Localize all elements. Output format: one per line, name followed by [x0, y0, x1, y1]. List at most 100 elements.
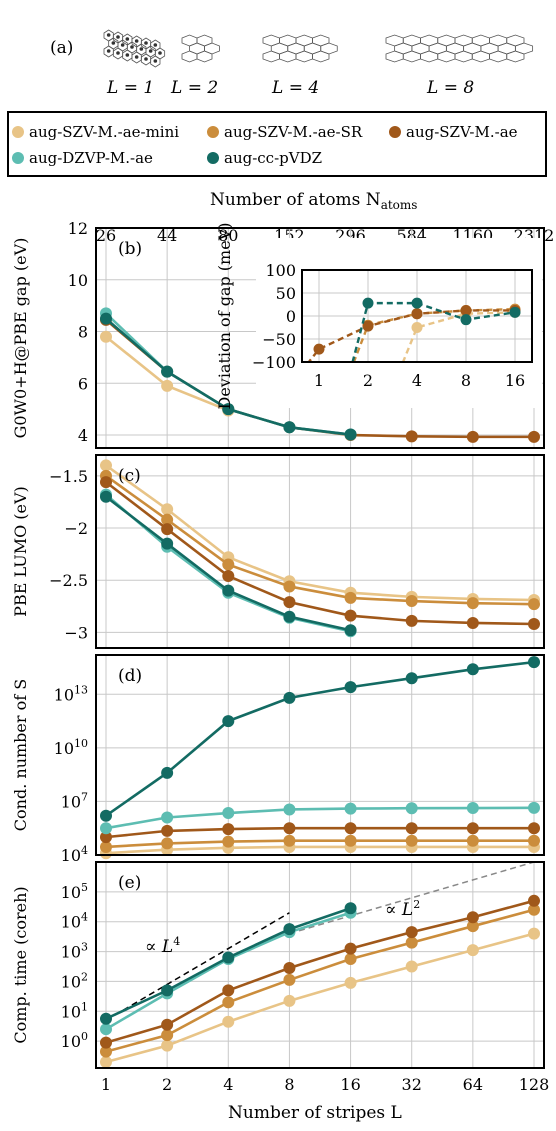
top-axis-title: Number of atoms Natoms — [210, 190, 417, 212]
y-tick-label: 1013 — [54, 683, 88, 704]
atom — [148, 49, 153, 53]
x-tick-label: 2 — [162, 1075, 172, 1094]
y-axis-label: Comp. time (coreh) — [11, 886, 30, 1043]
series-line-aug-szv-m-ae — [105, 481, 535, 626]
x-tick-label: 16 — [340, 1075, 360, 1094]
data-point-aug-szv-m-ae — [283, 822, 296, 835]
data-point-aug-szv-m-ae — [405, 430, 418, 443]
y-tick-label: 4 — [78, 426, 88, 445]
y-tick-label: −3 — [64, 623, 88, 642]
data-point-aug-szv-m-ae-mini — [344, 976, 357, 989]
data-point-aug-szv-m-ae-sr — [222, 835, 235, 848]
atom — [125, 53, 130, 57]
data-point-aug-cc-pvdz — [161, 766, 174, 779]
inset-point-aug-cc-pvdz — [509, 306, 521, 318]
atom — [106, 49, 111, 53]
hexagon — [303, 42, 322, 55]
hexagon — [320, 42, 338, 55]
data-point-aug-szv-m-ae-sr — [283, 580, 296, 593]
data-point-aug-cc-pvdz — [100, 809, 112, 822]
panel-frame — [95, 861, 545, 1069]
legend-marker-aug-dzvp-m-ae — [12, 152, 24, 164]
data-point-aug-szv-m-ae — [405, 822, 418, 835]
data-point-aug-szv-m-ae — [466, 822, 479, 835]
data-point-aug-cc-pvdz — [344, 902, 357, 915]
legend-marker-aug-szv-m-ae-sr — [207, 126, 219, 138]
data-point-aug-szv-m-ae — [100, 1036, 112, 1049]
molecule-label-1: L = 1 — [106, 78, 154, 98]
inset-point-aug-szv-m-ae — [460, 304, 472, 316]
data-point-aug-szv-m-ae-sr — [344, 953, 357, 966]
y-tick-label: 104 — [61, 911, 88, 932]
panel-label: (e) — [118, 873, 141, 893]
guide-label: ∝ L4 — [145, 935, 180, 957]
hexagon — [402, 34, 421, 47]
data-point-aug-szv-m-ae-mini — [466, 944, 479, 957]
data-point-aug-cc-pvdz — [161, 984, 174, 997]
data-point-aug-szv-m-ae — [405, 926, 418, 939]
hexagon — [402, 50, 421, 63]
data-point-aug-szv-m-ae-mini — [161, 1039, 174, 1052]
molecule-label-2: L = 2 — [170, 78, 218, 98]
y-tick-label: 102 — [61, 970, 88, 991]
data-point-aug-szv-m-ae — [344, 942, 357, 955]
series-line-aug-cc-pvdz — [105, 660, 535, 817]
hexagon — [514, 42, 534, 55]
hexagon — [471, 50, 490, 63]
y-tick-label: 6 — [78, 374, 88, 393]
inset-point-aug-szv-m-ae — [411, 308, 423, 320]
inset-point-aug-cc-pvdz — [362, 297, 374, 309]
data-point-aug-szv-m-ae-sr — [528, 903, 540, 916]
panel-label: (d) — [118, 666, 142, 686]
data-point-aug-szv-m-ae — [161, 824, 174, 837]
atom — [111, 41, 116, 45]
hexagon — [287, 42, 305, 55]
hexagon — [454, 34, 473, 47]
data-point-aug-szv-m-ae — [344, 609, 357, 622]
data-point-aug-szv-m-ae-sr — [283, 834, 296, 847]
data-point-aug-szv-m-ae-sr — [100, 840, 112, 853]
data-point-aug-szv-m-ae — [344, 822, 357, 835]
data-point-aug-cc-pvdz — [222, 951, 235, 964]
inset-line-aug-szv-m-ae-mini — [401, 311, 516, 362]
y-tick-label: −1.5 — [49, 467, 88, 486]
hexagon — [445, 42, 465, 55]
inset-y-tick-label: −50 — [262, 330, 296, 349]
data-point-aug-szv-m-ae-mini — [405, 960, 418, 973]
atom — [116, 51, 120, 55]
legend-marker-aug-cc-pvdz — [207, 152, 219, 164]
inset-point-aug-cc-pvdz — [460, 314, 472, 326]
atom — [125, 37, 130, 41]
data-point-aug-dzvp-m-ae — [222, 807, 235, 820]
series-line-aug-szv-m-ae-sr — [105, 839, 534, 849]
y-axis-label: Cond. number of S — [11, 679, 30, 831]
atom — [139, 47, 144, 51]
hexagon — [262, 50, 280, 63]
data-point-aug-szv-m-ae-mini — [283, 994, 296, 1007]
y-tick-label: 103 — [61, 941, 88, 962]
atom — [134, 39, 139, 43]
data-point-aug-dzvp-m-ae — [466, 802, 479, 815]
data-point-aug-szv-m-ae-sr — [222, 558, 235, 571]
inset-x-tick-label: 4 — [412, 371, 422, 390]
data-point-aug-szv-m-ae — [466, 430, 479, 443]
hexagon — [489, 50, 508, 63]
inset-point-aug-szv-m-ae — [362, 320, 374, 332]
x-axis-ticks: 1 2 4 8 16 32 64 128 — [101, 1075, 549, 1094]
legend-marker-aug-szv-m-ae-mini — [12, 126, 24, 138]
y-tick-label: −2.5 — [49, 571, 88, 590]
y-tick-label: 104 — [61, 844, 88, 865]
guide-label: ∝ L2 — [385, 898, 420, 920]
inset-x-tick-label: 1 — [314, 371, 324, 390]
guide-line — [105, 912, 290, 1021]
data-point-aug-dzvp-m-ae — [344, 802, 357, 815]
svg-text:Number of atoms Natoms: Number of atoms Natoms — [210, 190, 417, 212]
legend-frame — [7, 111, 547, 177]
atom — [153, 59, 158, 63]
inset-x-tick-label: 8 — [461, 371, 471, 390]
data-point-aug-cc-pvdz — [283, 421, 296, 434]
data-point-aug-szv-m-ae-mini — [161, 503, 174, 516]
data-point-aug-cc-pvdz — [283, 923, 296, 936]
panel-e: 100 101 102 103 104 105 Comp. time (coreh) ∝ L4… — [11, 861, 545, 1069]
y-tick-label: 101 — [61, 1000, 88, 1021]
